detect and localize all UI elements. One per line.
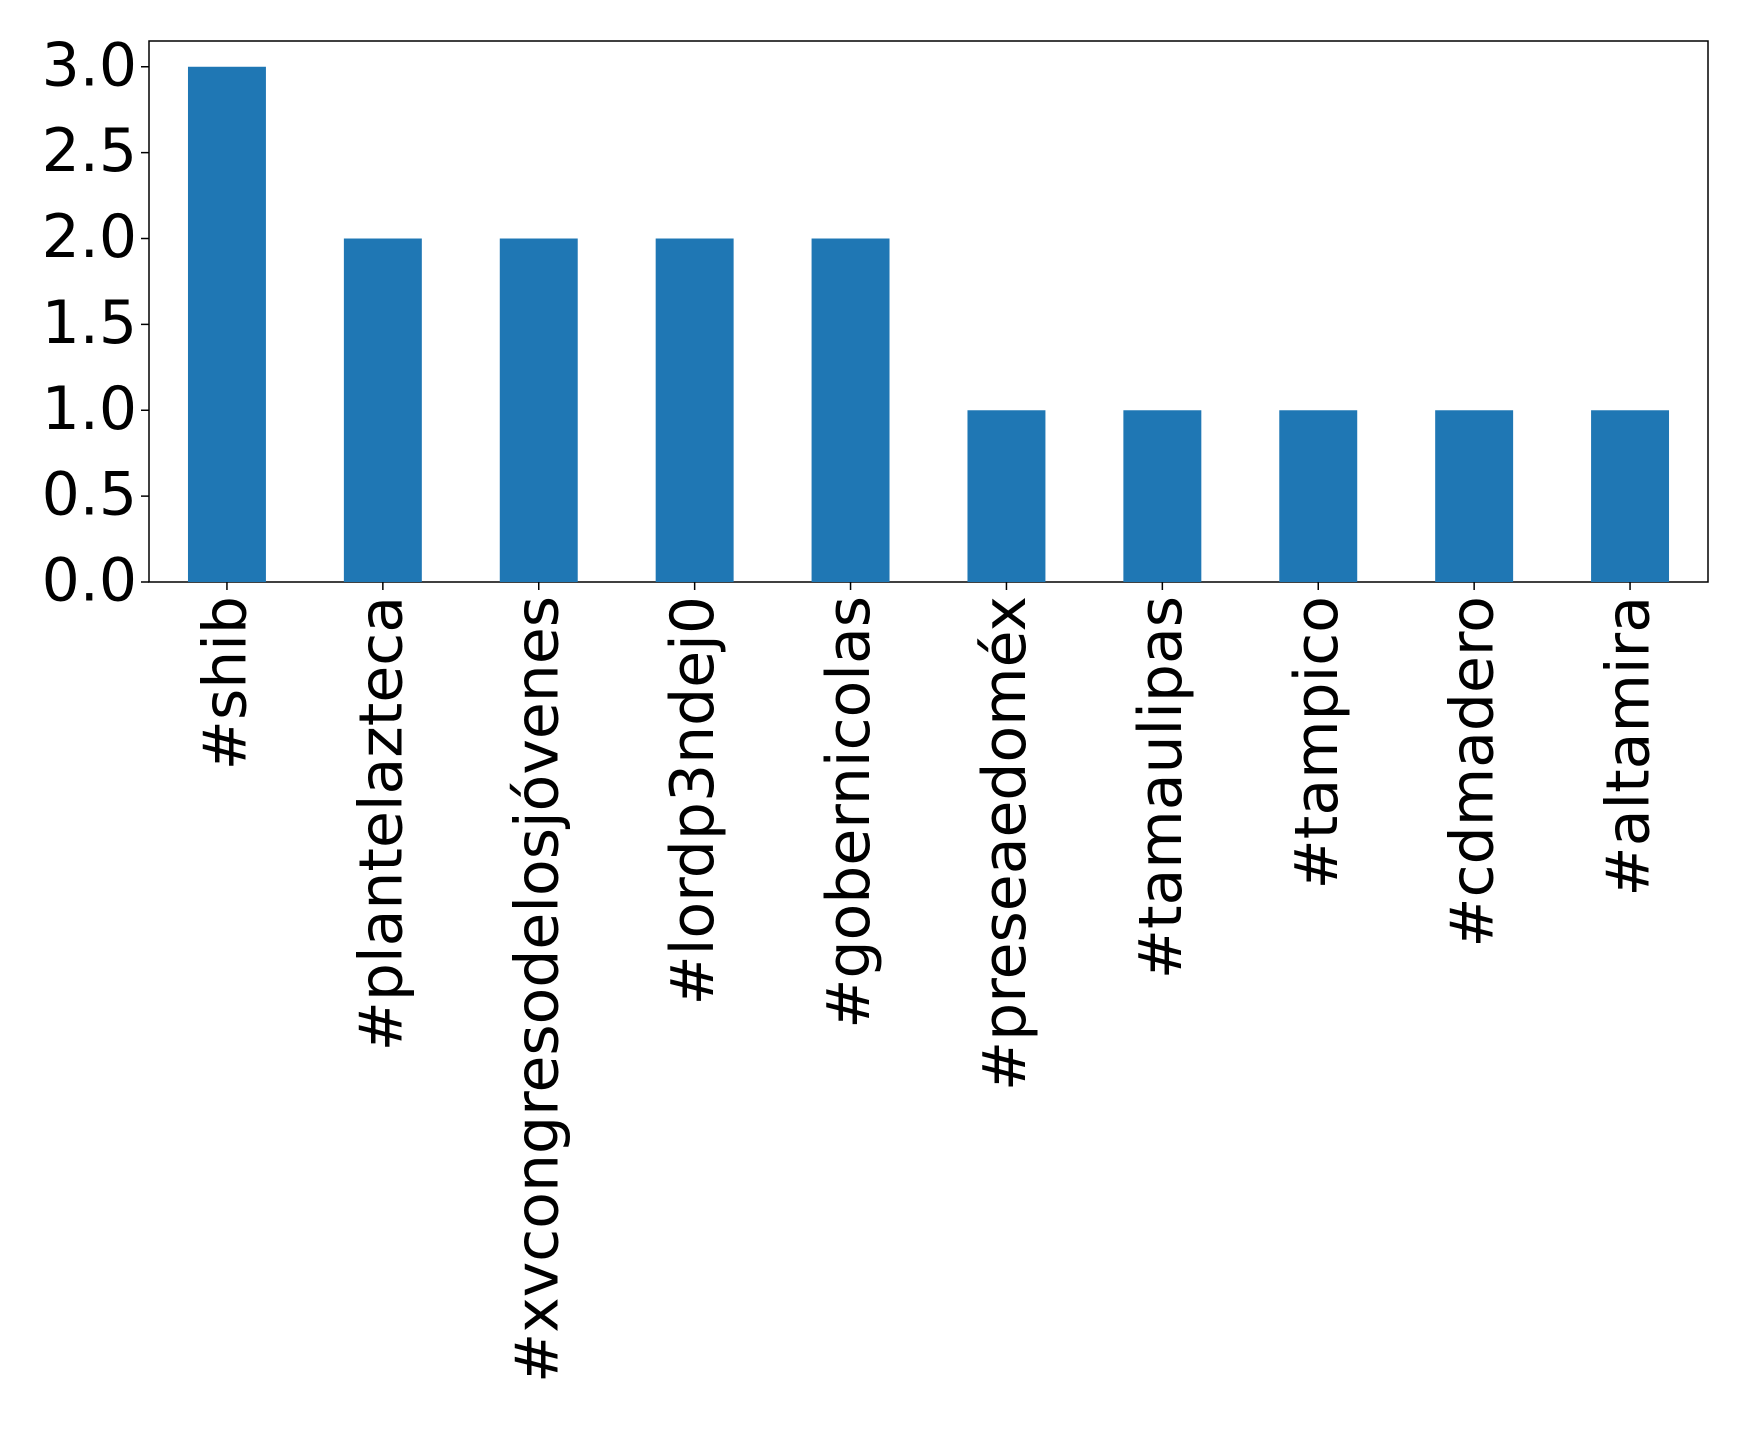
bar <box>1279 410 1358 582</box>
bar <box>499 238 578 582</box>
y-tick-label: 2.5 <box>42 116 137 186</box>
bar <box>187 66 266 582</box>
bar <box>967 410 1046 582</box>
y-tick-label: 2.0 <box>42 202 137 272</box>
bar <box>1591 410 1670 582</box>
bar <box>343 238 422 582</box>
x-tick-label: #plantelazteca <box>346 596 416 1051</box>
plot-frame <box>148 40 1709 583</box>
x-tick-label: #altamira <box>1594 596 1664 897</box>
y-tick-label: 0.0 <box>42 546 137 616</box>
y-tick-label: 1.0 <box>42 374 137 444</box>
bar <box>1123 410 1202 582</box>
x-tick-label: #shib <box>191 596 261 770</box>
x-tick-label: #xvcongresodelosjóvenes <box>502 596 572 1383</box>
y-tick-label: 1.5 <box>42 288 137 358</box>
x-tick-label: #tamaulipas <box>1126 596 1196 979</box>
bar <box>811 238 890 582</box>
x-tick-label: #cdmadero <box>1438 596 1508 948</box>
bar <box>655 238 734 582</box>
x-tick-label: #lordp3ndej0 <box>658 596 728 1005</box>
bar <box>1435 410 1514 582</box>
y-tick-label: 3.0 <box>42 30 137 100</box>
x-tick-label: #tampico <box>1282 596 1352 889</box>
x-tick-label: #preseaedoméx <box>970 596 1040 1091</box>
y-tick-label: 0.5 <box>42 460 137 530</box>
x-tick-label: #gobernicolas <box>814 596 884 1029</box>
